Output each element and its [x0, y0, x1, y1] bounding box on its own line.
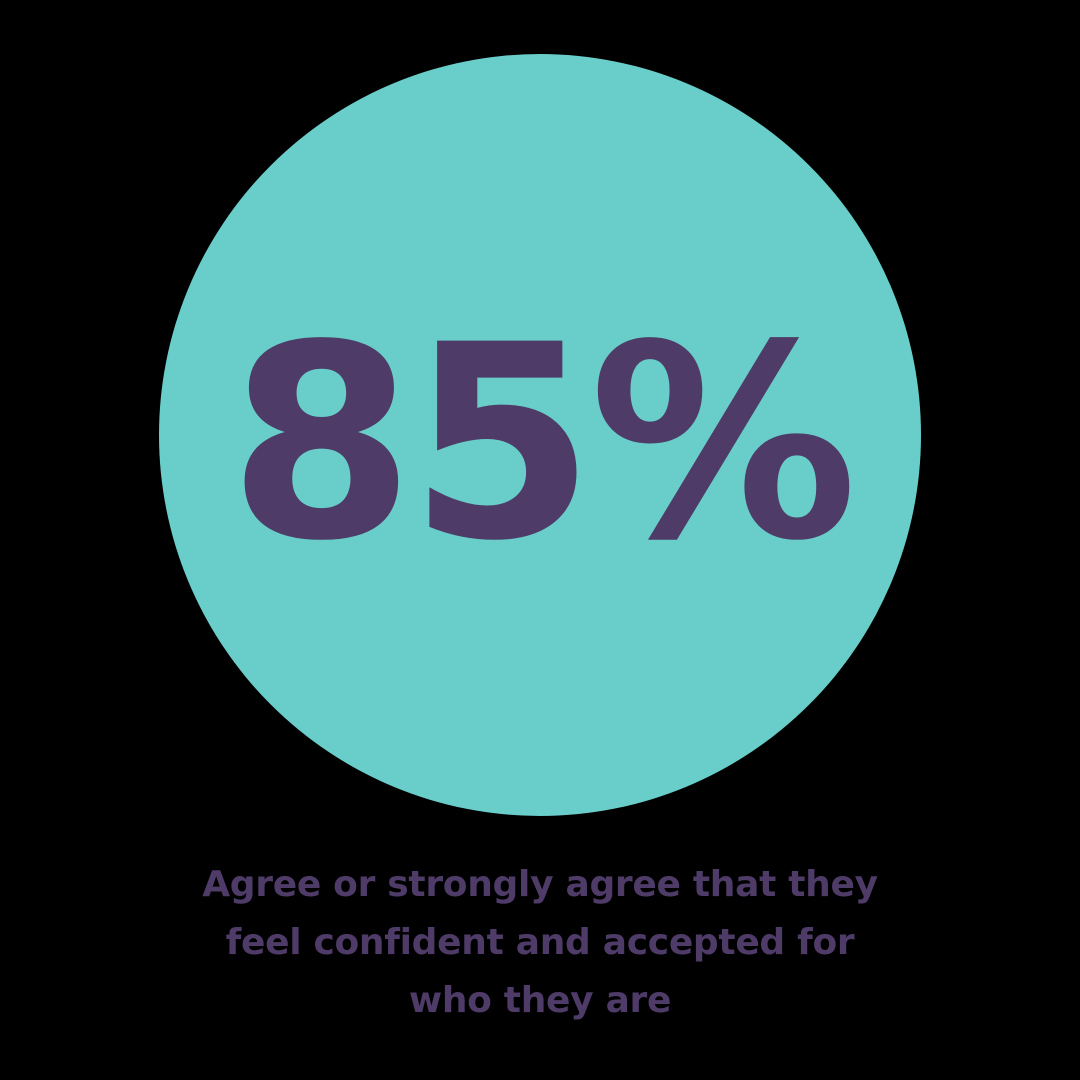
stat-circle: 85% [159, 54, 921, 816]
caption-line: who they are [408, 980, 672, 1021]
stat-value: 85% [228, 288, 857, 600]
caption-line: feel confident and accepted for [225, 922, 855, 963]
caption-line: Agree or strongly agree that they [202, 864, 878, 905]
caption: Agree or strongly agree that they feel c… [0, 856, 1080, 1030]
